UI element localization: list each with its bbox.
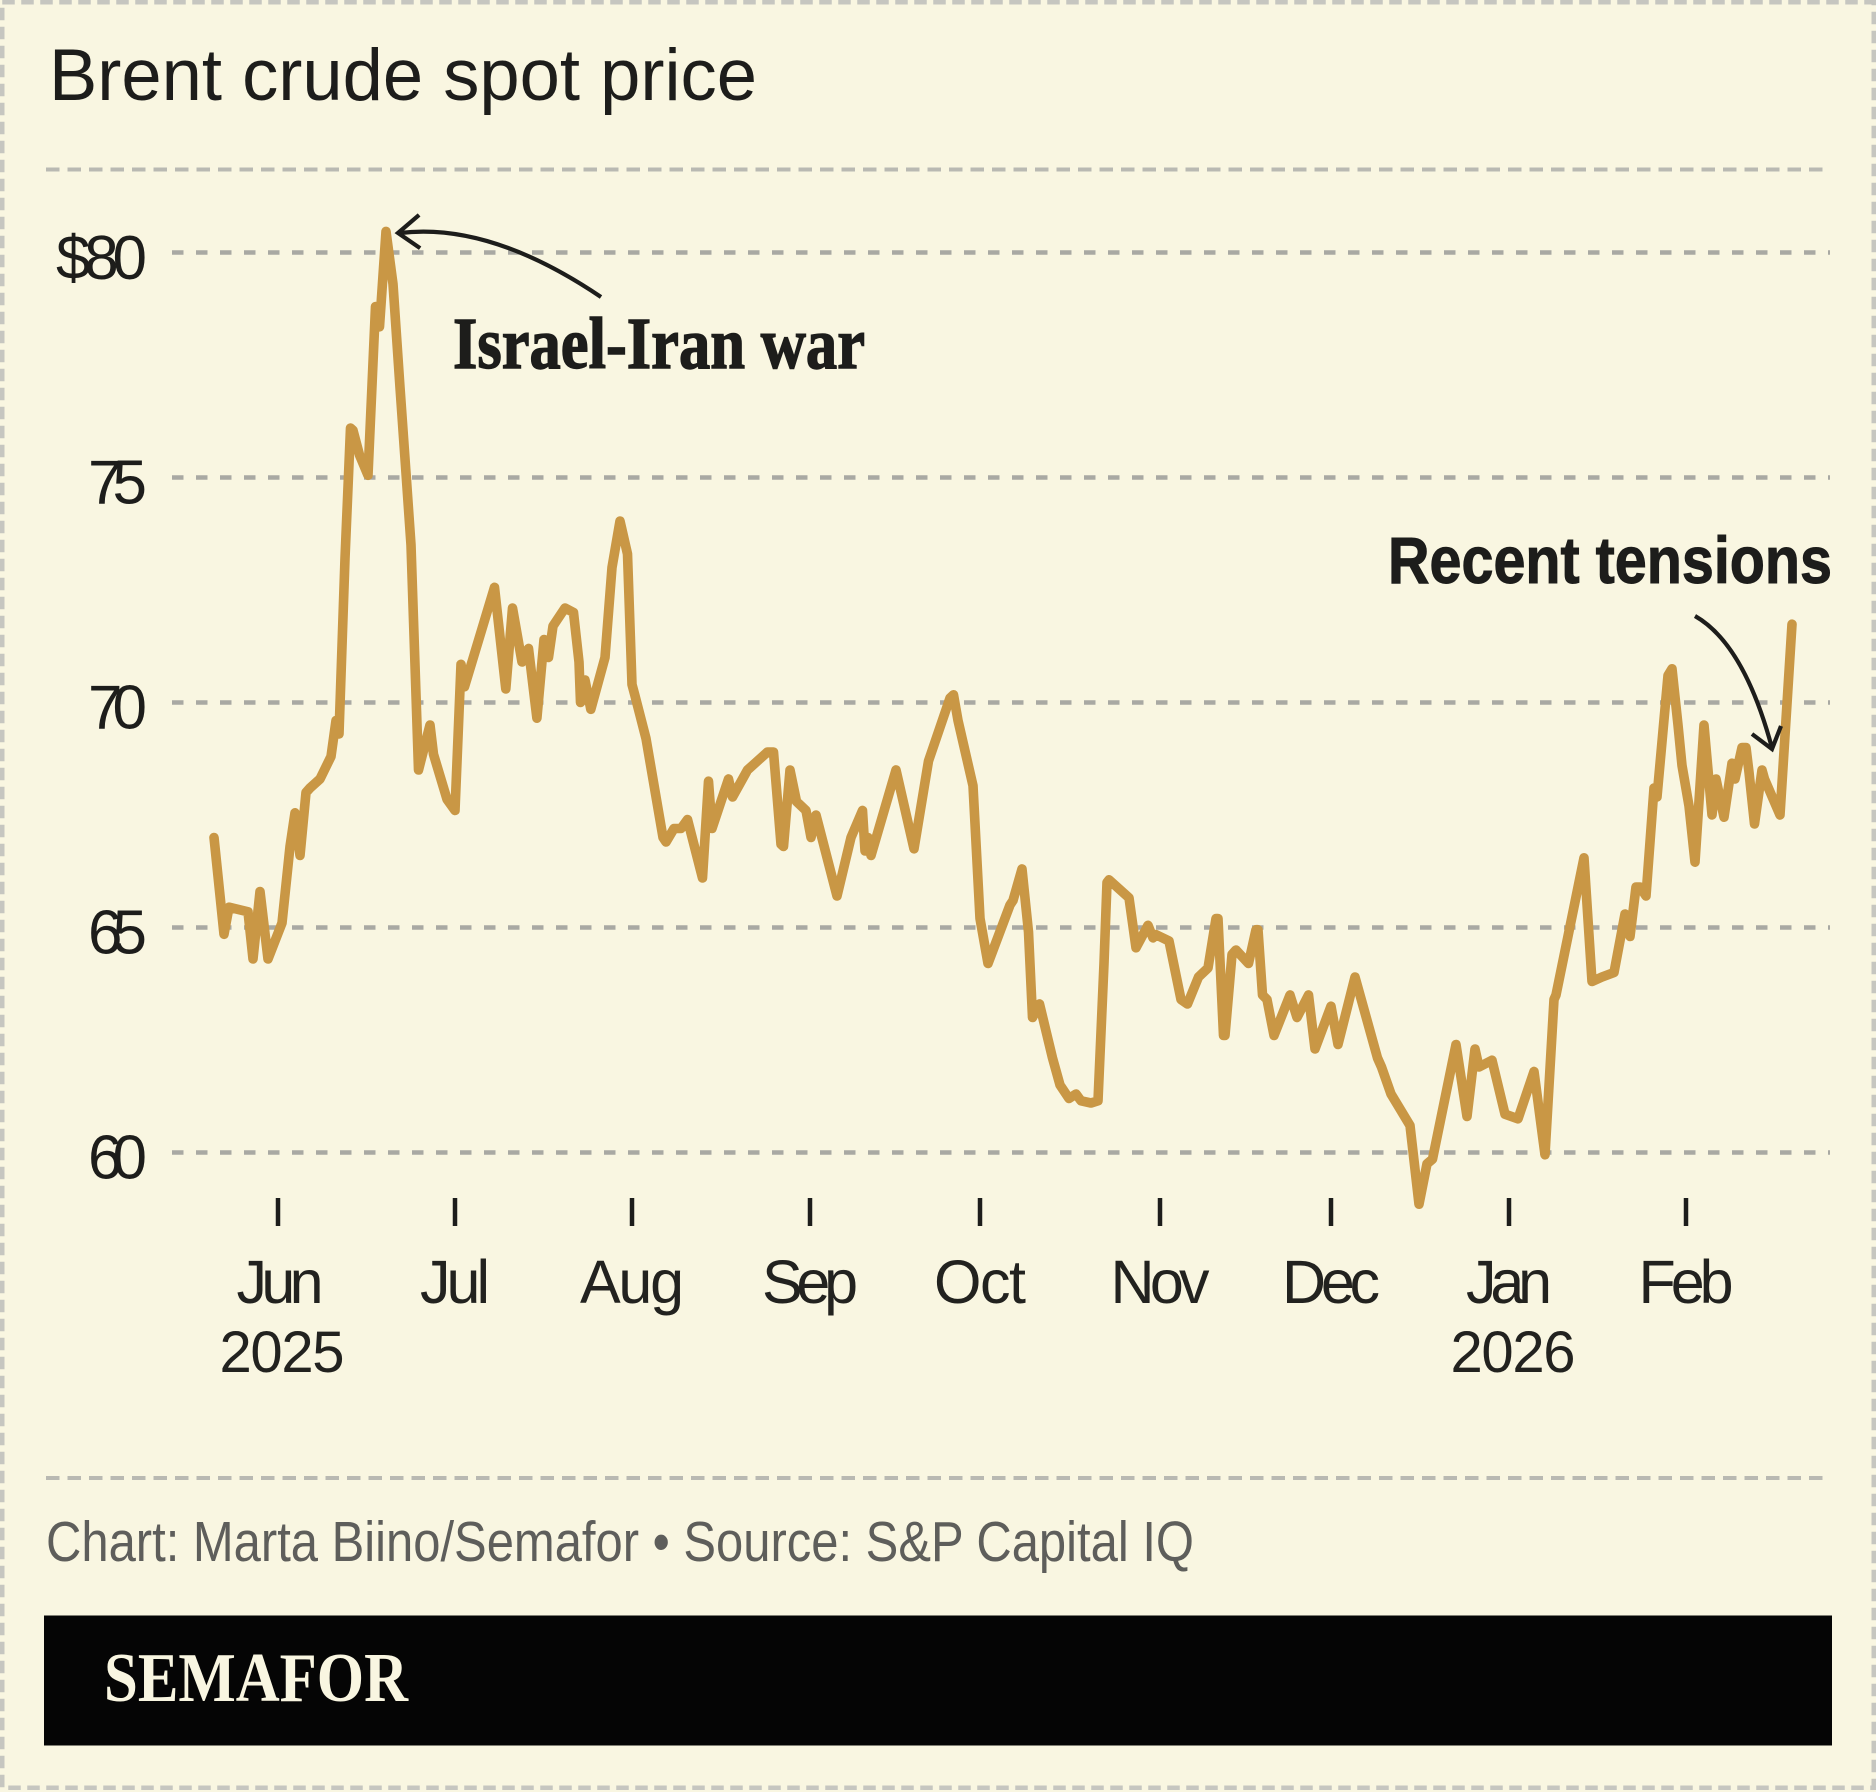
svg-text:2026: 2026 — [1451, 1320, 1576, 1385]
svg-text:Jan: Jan — [1466, 1248, 1552, 1316]
svg-text:$80: $80 — [56, 224, 147, 293]
svg-text:60: 60 — [88, 1124, 147, 1193]
svg-text:Recent tensions: Recent tensions — [1388, 523, 1832, 597]
svg-text:Brent crude spot price: Brent crude spot price — [49, 35, 757, 116]
svg-text:2025: 2025 — [220, 1320, 345, 1385]
svg-text:Aug: Aug — [580, 1248, 684, 1316]
svg-text:Chart: Marta Biino/Semafor • S: Chart: Marta Biino/Semafor • Source: S&P… — [46, 1510, 1194, 1574]
svg-text:Feb: Feb — [1639, 1248, 1734, 1316]
svg-text:Jun: Jun — [237, 1248, 324, 1316]
svg-text:Sep: Sep — [762, 1248, 858, 1316]
svg-text:70: 70 — [88, 674, 147, 743]
svg-text:75: 75 — [88, 449, 147, 518]
svg-text:Jul: Jul — [420, 1248, 490, 1316]
svg-text:Oct: Oct — [934, 1248, 1026, 1316]
svg-text:Israel-Iran war: Israel-Iran war — [453, 303, 865, 384]
svg-text:Nov: Nov — [1111, 1248, 1211, 1316]
svg-text:SEMAFOR: SEMAFOR — [104, 1640, 409, 1717]
svg-text:Dec: Dec — [1282, 1248, 1380, 1316]
svg-text:65: 65 — [88, 899, 147, 968]
